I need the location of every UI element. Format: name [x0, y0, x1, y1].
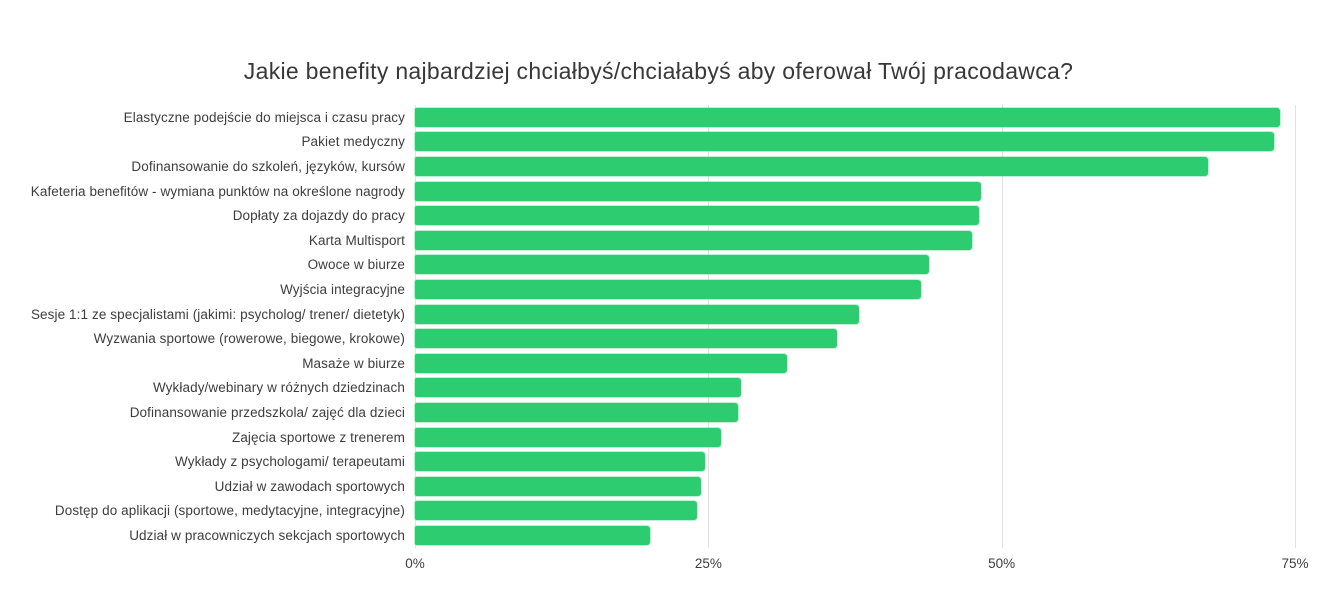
x-axis-tick-label: 50%: [988, 555, 1016, 571]
bar: [415, 279, 921, 299]
category-label: Dofinansowanie do szkoleń, języków, kurs…: [131, 158, 405, 174]
bar-track: [415, 302, 1295, 327]
bar: [415, 402, 738, 422]
category-label: Pakiet medyczny: [301, 134, 405, 150]
bar: [415, 476, 702, 496]
bar-track: [415, 523, 1295, 548]
category-label: Elastyczne podejście do miejsca i czasu …: [123, 109, 405, 125]
category-label: Kafeteria benefitów - wymiana punktów na…: [30, 183, 405, 199]
bar-track: [415, 154, 1295, 179]
chart-row: Sesje 1:1 ze specjalistami (jakimi: psyc…: [0, 302, 1317, 327]
bar: [415, 452, 705, 472]
chart-title: Jakie benefity najbardziej chciałbyś/chc…: [243, 58, 1074, 84]
chart-row: Wykłady z psychologami/ terapeutami: [0, 449, 1317, 474]
chart-rows: Elastyczne podejście do miejsca i czasu …: [0, 105, 1317, 548]
chart-row: Wykłady/webinary w różnych dziedzinach: [0, 376, 1317, 401]
bar-track: [415, 130, 1295, 155]
chart-row: Dofinansowanie przedszkola/ zajęć dla dz…: [0, 400, 1317, 425]
bar: [415, 206, 980, 226]
chart-row: Owoce w biurze: [0, 253, 1317, 278]
gridlines: [415, 105, 1296, 548]
bar-track: [415, 499, 1295, 524]
bar: [415, 181, 981, 201]
bar: [415, 525, 650, 545]
chart-row: Zajęcia sportowe z trenerem: [0, 425, 1317, 450]
bar-track: [415, 474, 1295, 499]
bar-track: [415, 253, 1295, 278]
x-axis-tick-label: 75%: [1281, 555, 1309, 571]
chart-row: Pakiet medyczny: [0, 130, 1317, 155]
bar-track: [415, 449, 1295, 474]
category-label: Masaże w biurze: [302, 355, 405, 371]
bar: [415, 427, 722, 447]
category-label: Udział w pracowniczych sekcjach sportowy…: [129, 527, 405, 543]
category-label: Wykłady/webinary w różnych dziedzinach: [152, 380, 405, 396]
bar-track: [415, 351, 1295, 376]
category-label: Dostęp do aplikacji (sportowe, medytacyj…: [54, 503, 405, 519]
category-label: Wykłady z psychologami/ terapeutami: [175, 454, 405, 470]
category-label: Wyzwania sportowe (rowerowe, biegowe, kr…: [93, 331, 405, 347]
bar-track: [415, 425, 1295, 450]
bar-track: [415, 326, 1295, 351]
category-label: Karta Multisport: [308, 232, 405, 248]
bar: [415, 255, 929, 275]
category-label: Sesje 1:1 ze specjalistami (jakimi: psyc…: [30, 306, 405, 322]
chart-row: Wyjścia integracyjne: [0, 277, 1317, 302]
gridline-vertical: [415, 105, 416, 548]
chart-row: Dofinansowanie do szkoleń, języków, kurs…: [0, 154, 1317, 179]
bar-track: [415, 179, 1295, 204]
chart-row: Elastyczne podejście do miejsca i czasu …: [0, 105, 1317, 130]
bar-track: [415, 105, 1295, 130]
gridline-vertical: [1001, 105, 1003, 548]
bar: [415, 230, 973, 250]
gridline-vertical: [708, 105, 710, 548]
chart-row: Udział w zawodach sportowych: [0, 474, 1317, 499]
bar: [415, 378, 742, 398]
chart-row: Dostęp do aplikacji (sportowe, medytacyj…: [0, 499, 1317, 524]
chart-row: Wyzwania sportowe (rowerowe, biegowe, kr…: [0, 326, 1317, 351]
bar: [415, 501, 697, 521]
bar: [415, 353, 787, 373]
category-label: Owoce w biurze: [307, 257, 405, 273]
category-label: Dopłaty za dojazdy do pracy: [232, 208, 405, 224]
chart-row: Karta Multisport: [0, 228, 1317, 253]
category-label: Wyjścia integracyjne: [280, 281, 405, 297]
bar-chart: Elastyczne podejście do miejsca i czasu …: [0, 105, 1317, 578]
bar-track: [415, 228, 1295, 253]
chart-row: Udział w pracowniczych sekcjach sportowy…: [0, 523, 1317, 548]
chart-row: Kafeteria benefitów - wymiana punktów na…: [0, 179, 1317, 204]
category-label: Zajęcia sportowe z trenerem: [231, 429, 405, 445]
chart-row: Dopłaty za dojazdy do pracy: [0, 203, 1317, 228]
chart-row: Masaże w biurze: [0, 351, 1317, 376]
x-axis: 0% 25% 50% 75%: [405, 555, 1308, 578]
bar-track: [415, 400, 1295, 425]
bar: [415, 304, 859, 324]
category-label: Dofinansowanie przedszkola/ zajęć dla dz…: [129, 404, 405, 420]
x-axis-tick-label: 25%: [694, 555, 722, 571]
bar: [415, 156, 1209, 176]
bar-track: [415, 277, 1295, 302]
gridline-vertical: [1295, 105, 1296, 548]
bar: [415, 107, 1280, 127]
bar: [415, 329, 838, 349]
bar-track: [415, 203, 1295, 228]
x-axis-tick-label: 0%: [405, 555, 425, 571]
bar: [415, 132, 1274, 152]
category-label: Udział w zawodach sportowych: [214, 478, 405, 494]
bar-track: [415, 376, 1295, 401]
